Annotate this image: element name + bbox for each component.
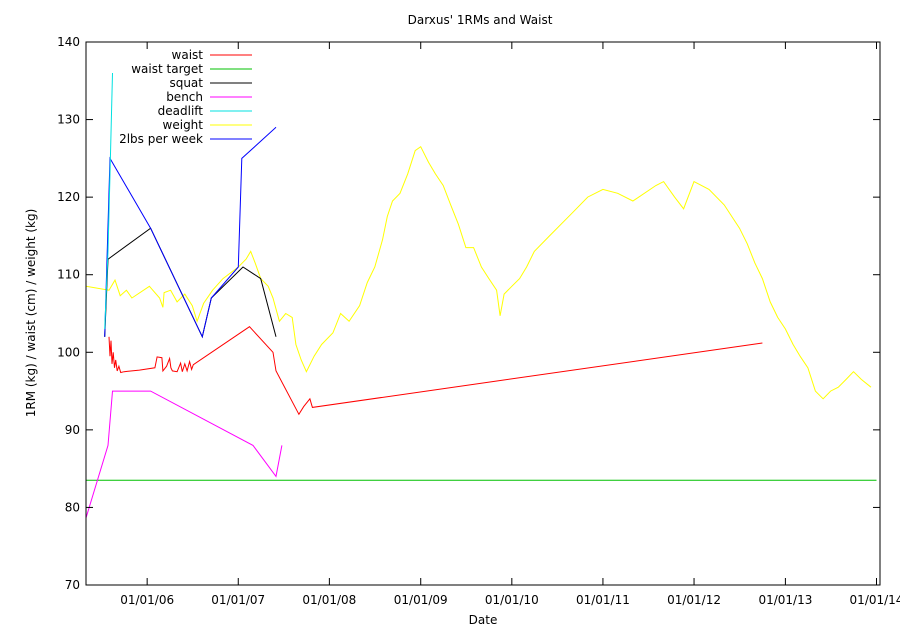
legend-label: waist <box>172 48 204 62</box>
x-axis-label: Date <box>469 613 498 627</box>
legend-label: waist target <box>131 62 203 76</box>
legend-label: 2lbs per week <box>119 132 203 146</box>
legend-label: squat <box>169 76 203 90</box>
chart-title: Darxus' 1RMs and Waist <box>408 13 553 27</box>
x-tick-label: 01/01/06 <box>120 593 174 607</box>
y-tick-label: 80 <box>65 500 80 514</box>
x-tick-label: 01/01/13 <box>758 593 812 607</box>
series-line-deadlift <box>104 72 113 330</box>
x-tick-label: 01/01/12 <box>667 593 721 607</box>
y-axis-label: 1RM (kg) / waist (cm) / weight (kg) <box>24 209 38 418</box>
x-tick-label: 01/01/11 <box>576 593 630 607</box>
y-tick-label: 110 <box>57 268 80 282</box>
y-tick-label: 120 <box>57 190 80 204</box>
x-tick-label: 01/01/07 <box>211 593 265 607</box>
x-axis: 01/01/06 01/01/07 01/01/08 01/01/09 01/01/10… <box>120 42 900 607</box>
legend-label: deadlift <box>158 104 204 118</box>
series-layer <box>86 72 877 520</box>
y-tick-label: 100 <box>57 345 80 359</box>
x-tick-label: 01/01/10 <box>485 593 539 607</box>
y-tick-label: 130 <box>57 113 80 127</box>
x-tick-label: 01/01/08 <box>302 593 356 607</box>
x-tick-label: 01/01/14 <box>850 593 900 607</box>
y-tick-label: 70 <box>65 578 80 592</box>
series-line-bench <box>86 390 283 520</box>
series-line-2lbs-per-week <box>104 126 277 339</box>
legend-label: weight <box>163 118 204 132</box>
y-tick-label: 90 <box>65 423 80 437</box>
y-tick-label: 140 <box>57 35 80 49</box>
legend-label: bench <box>166 90 203 104</box>
x-tick-label: 01/01/09 <box>394 593 448 607</box>
plot-frame <box>85 41 881 586</box>
series-line-waist <box>108 326 763 416</box>
series-line-weight <box>86 145 872 400</box>
y-axis: 70 80 90 100 110 120 130 140 <box>57 35 880 592</box>
